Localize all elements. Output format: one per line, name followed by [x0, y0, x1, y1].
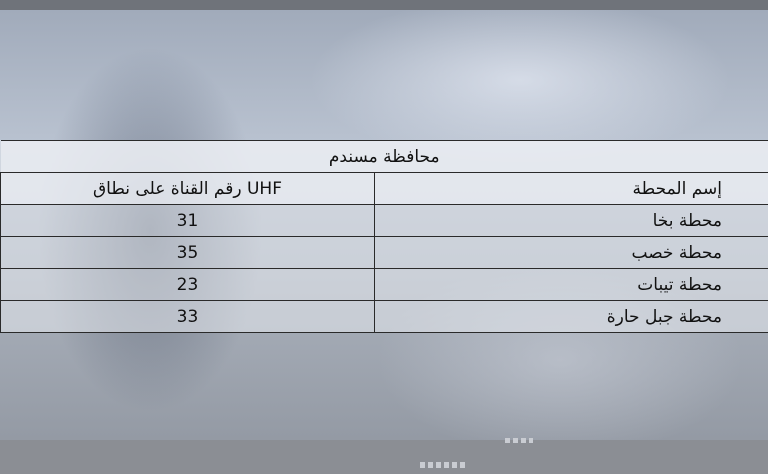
decorative-dots	[505, 438, 533, 443]
top-border-bar	[0, 0, 768, 10]
station-cell: محطة خصب	[373, 236, 768, 269]
bottom-border-bar	[0, 440, 768, 474]
stations-table: محافظة مسندم رقم القناة على نطاق UHF إسم…	[0, 140, 768, 333]
station-cell: محطة جبل حارة	[373, 300, 768, 333]
table-title-row: محافظة مسندم	[0, 140, 768, 173]
table-row: 23 محطة تيبات	[0, 268, 768, 301]
decorative-dots	[420, 462, 468, 468]
table-row: 33 محطة جبل حارة	[0, 300, 768, 333]
channel-cell: 33	[0, 300, 375, 333]
table-row: 31 محطة بخا	[0, 204, 768, 237]
header-channel: رقم القناة على نطاق UHF	[0, 172, 375, 205]
header-station: إسم المحطة	[373, 172, 768, 205]
channel-cell: 23	[0, 268, 375, 301]
channel-cell: 35	[0, 236, 375, 269]
table-row: 35 محطة خصب	[0, 236, 768, 269]
table-header-row: رقم القناة على نطاق UHF إسم المحطة	[0, 172, 768, 205]
channel-cell: 31	[0, 204, 375, 237]
station-cell: محطة تيبات	[373, 268, 768, 301]
station-cell: محطة بخا	[373, 204, 768, 237]
table-title: محافظة مسندم	[0, 140, 768, 173]
